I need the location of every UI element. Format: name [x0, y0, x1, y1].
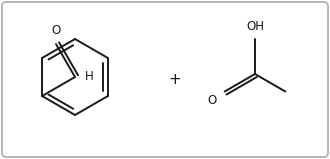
Text: OH: OH: [246, 20, 264, 33]
FancyBboxPatch shape: [2, 2, 328, 157]
Text: H: H: [85, 70, 94, 83]
Text: O: O: [208, 94, 217, 107]
Text: O: O: [51, 24, 61, 37]
Text: +: +: [169, 72, 182, 86]
